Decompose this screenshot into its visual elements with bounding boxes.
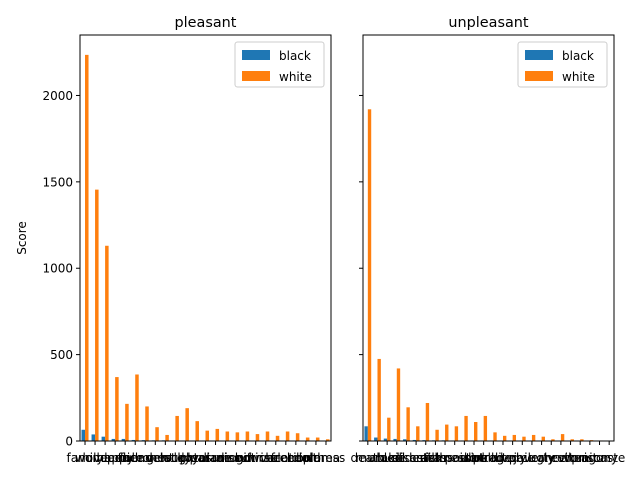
legend-swatch-pleasant-white <box>242 71 270 81</box>
y-tick-label-1000: 1000 <box>42 262 73 276</box>
bar-unpleasant-white-accident <box>406 407 409 441</box>
y-tick-label-0: 0 <box>65 435 73 449</box>
bar-unpleasant-white-poison <box>464 416 467 441</box>
y-tick-label-500: 500 <box>50 348 73 362</box>
bar-unpleasant-white-tragedy <box>503 436 506 441</box>
legend-swatch-pleasant-black <box>242 50 270 60</box>
bar-unpleasant-white-abuse <box>387 418 390 441</box>
y-tick-label-1500: 1500 <box>42 175 73 189</box>
bar-pleasant-white-heaven <box>145 406 149 441</box>
bar-unpleasant-black-death <box>364 426 367 441</box>
bar-unpleasant-white-disaster <box>416 426 419 441</box>
bar-pleasant-white-diamond <box>226 432 230 442</box>
bar-pleasant-white-sunrise <box>256 434 260 441</box>
bar-unpleasant-white-murder <box>377 359 380 441</box>
bar-unpleasant-white-death <box>368 109 371 441</box>
bar-pleasant-white-love <box>95 190 99 441</box>
panel-title-unpleasant: unpleasant <box>448 15 528 31</box>
bar-pleasant-white-gentle <box>165 435 169 441</box>
legend-label-pleasant-white: white <box>279 70 312 84</box>
x-tick-label-caste: caste <box>593 451 625 465</box>
bar-pleasant-white-loyal <box>195 421 199 441</box>
bar-unpleasant-white-jail <box>522 437 525 441</box>
bar-unpleasant-black-murder <box>374 438 377 441</box>
bar-pleasant-white-honest <box>155 427 159 441</box>
bar-pleasant-white-diploma <box>316 438 320 441</box>
bar-unpleasant-white-ugly <box>542 437 545 441</box>
legend-label-pleasant-black: black <box>279 49 311 63</box>
bar-pleasant-white-freedom <box>296 433 300 441</box>
bar-unpleasant-white-divorce <box>513 435 516 441</box>
bar-unpleasant-white-assault <box>455 426 458 441</box>
legend-swatch-unpleasant-black <box>525 50 553 60</box>
bar-unpleasant-white-sickness <box>445 425 448 441</box>
bar-pleasant-white-health <box>306 438 310 441</box>
bar-pleasant-white-miracle <box>266 432 270 442</box>
y-axis-label: Score <box>15 221 29 255</box>
bar-pleasant-black-love <box>92 434 96 441</box>
legend-swatch-unpleasant-white <box>525 71 553 81</box>
bar-pleasant-black-wonderful <box>102 437 106 441</box>
bar-unpleasant-white-poverty <box>532 435 535 441</box>
bar-pleasant-white-lucky <box>175 416 179 441</box>
bar-pleasant-white-laughter <box>185 408 189 441</box>
bar-pleasant-white-peace <box>125 404 129 441</box>
bar-pleasant-white-cheer <box>276 436 280 441</box>
bar-unpleasant-white-hatred <box>484 416 487 441</box>
bar-unpleasant-white-pollute <box>493 432 496 441</box>
axes-frame-unpleasant <box>363 35 614 441</box>
x-tick-label-caress: caress <box>307 451 346 465</box>
y-tick-label-2000: 2000 <box>42 89 73 103</box>
bar-pleasant-white-wonderful <box>105 246 109 441</box>
bar-pleasant-white-vacation <box>286 432 290 442</box>
bar-pleasant-white-family <box>85 55 89 441</box>
bar-pleasant-white-friend <box>135 374 139 441</box>
bar-pleasant-white-paradise <box>216 429 220 441</box>
legend-label-unpleasant-black: black <box>562 49 594 63</box>
bar-unpleasant-white-crash <box>426 403 429 441</box>
bar-unpleasant-white-kill <box>397 368 400 441</box>
bar-unpleasant-white-filth <box>435 430 438 441</box>
bar-pleasant-white-pleasure <box>206 431 210 441</box>
bar-pleasant-white-gift <box>246 432 250 442</box>
bar-unpleasant-white-evil <box>561 434 564 441</box>
panel-title-pleasant: pleasant <box>175 15 237 31</box>
bar-pleasant-black-family <box>82 430 86 441</box>
bar-unpleasant-white-stink <box>474 422 477 441</box>
legend-label-unpleasant-white: white <box>562 70 595 84</box>
bar-pleasant-white-rainbow <box>236 432 240 441</box>
bar-pleasant-white-happy <box>115 377 119 441</box>
